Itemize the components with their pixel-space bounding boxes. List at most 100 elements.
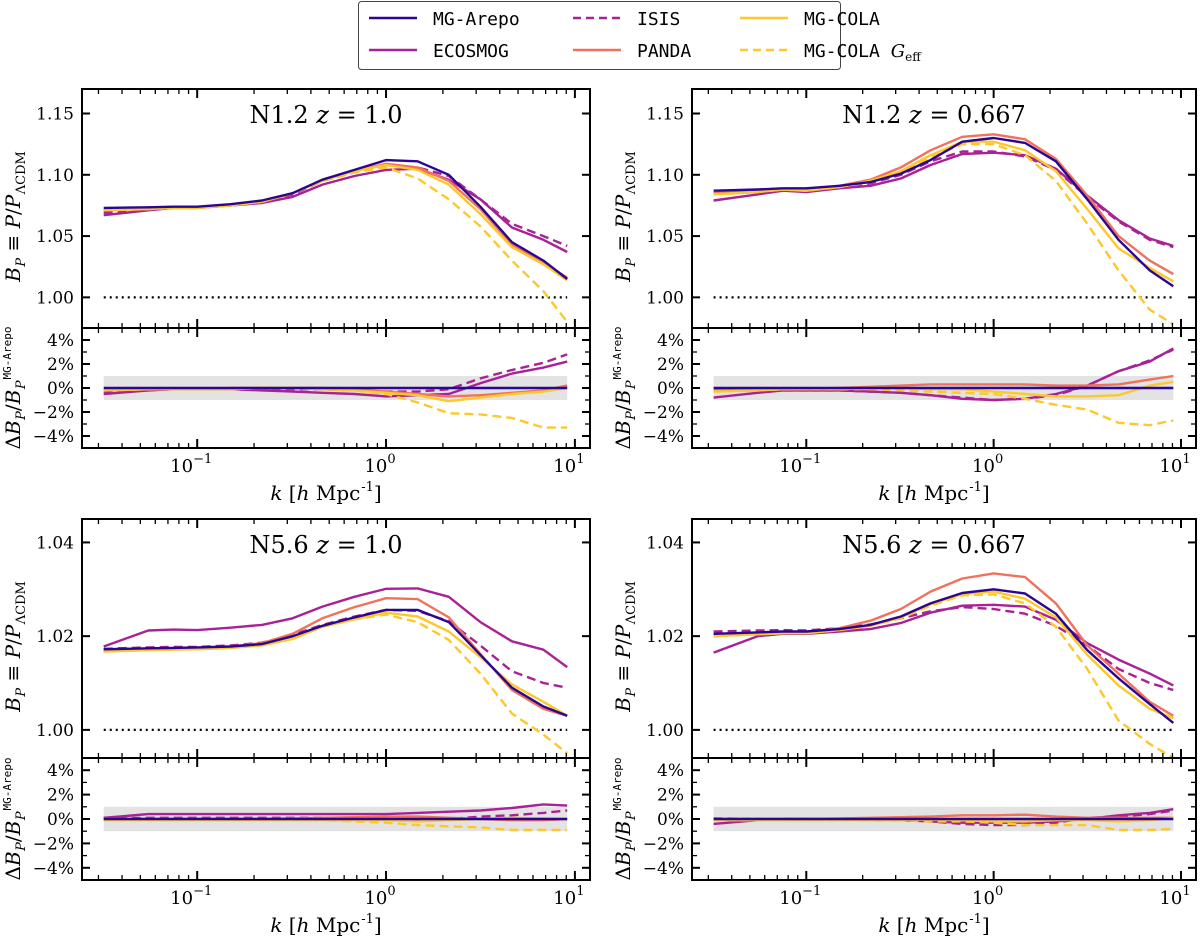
y-tick-label: 1.00 [36,288,74,308]
y-tick-label: 1.15 [646,105,684,125]
panel-frame [81,518,591,881]
label-markup: _ [630,194,631,195]
r-label-sub: P [14,411,29,421]
r-label-sub: P [624,411,639,421]
x-tick-label: 10−1 [170,452,212,477]
y-tick-label: 1.00 [646,288,684,308]
y-label-sub: P [624,688,639,698]
series-line-mg-arepo [713,136,1174,288]
main-series [103,158,569,323]
x-label-close: ] [374,481,382,505]
panel-title: N1.2 z = 1.0 [250,101,403,129]
y-axis-label: B_P ≡ P/P_ΛCDM [1,151,29,283]
x-label-unit: Mpc [310,481,361,505]
series-line-panda [103,597,568,717]
tick-exponent: −1 [802,452,821,467]
legend-label: MG-COLA Geff [804,41,922,64]
series-line-mg-cola-g-eff [103,166,569,323]
x-label-exp: -1 [361,480,374,495]
ratio-tick-label: 2% [657,355,684,375]
x-label-bracket: [ [890,481,904,505]
y-tick-label: 1.10 [646,166,684,186]
y-label-p: P [611,214,635,229]
series-line-ecosmog [713,603,1174,687]
series-line-mg-arepo [103,608,568,717]
series-line-mg-cola-g-eff [103,613,568,755]
x-tick-label: 101 [553,884,584,909]
x-label-unit: Mpc [918,481,969,505]
ratio-tick-label: −4% [643,427,684,447]
x-axis-label: k [h Mpc^-1] [270,912,381,937]
tick-exponent: −1 [193,884,212,899]
label-markup: _ [20,194,21,195]
ratio-line-mg-cola-g-eff [103,819,568,832]
ratio-tick-label: 4% [47,761,74,781]
panel-title: N5.6 z = 1.0 [250,531,403,559]
ratio-tick-label: −2% [33,834,74,854]
r-label-delta: Δ [1,866,25,880]
x-tick-label: 101 [553,452,584,477]
y-label-slash: / [1,208,25,215]
x-label-bracket: [ [282,913,296,937]
series-line-isis [713,150,1174,249]
y-label-p: P [611,644,635,659]
tick-base: 10 [553,888,576,909]
tick-exponent: 1 [576,884,584,899]
y-label-sub: P [624,258,639,268]
tick-exponent: 0 [995,884,1003,899]
y-label-eq: ≡ [1,658,25,687]
r-label-slash: / [1,835,25,842]
ratio-axis-label: ΔB_P/B_P^MG-Arepo [1,327,29,450]
ratio-line-ecosmog [103,803,568,819]
tick-base: 10 [364,456,387,477]
panel-frame [691,518,1197,881]
r-label-sup: MG-Arepo [611,327,624,380]
x-label-k: k [878,913,890,937]
y-tick-label: 1.05 [36,227,74,247]
tick-exponent: 0 [995,452,1003,467]
legend-label: MG-COLA [804,9,880,30]
y-label-b: B [611,697,635,713]
panel-model: N5.6 [842,531,909,559]
y-label-eq: ≡ [611,658,635,687]
panel-model: N1.2 [250,101,317,129]
ratio-tick-label: 0% [47,810,74,830]
y-label-slash: / [1,638,25,645]
main-series [103,587,568,755]
panel-z-symbol: z [315,101,329,129]
ratio-tick-label: 0% [657,810,684,830]
panel-z-value: = 0.667 [922,101,1026,129]
ratio-series [103,353,568,429]
x-label-exp: -1 [361,912,374,927]
y-label-p: P [1,644,25,659]
y-label-b: B [611,267,635,283]
r-label-b: B [1,851,25,867]
y-axis-label: B_P ≡ P/P_ΛCDM [1,581,29,713]
r-label-b: B [611,851,635,867]
series-line-mg-cola [713,140,1174,283]
label-markup: ^ [968,930,969,933]
ratio-tick-label: −2% [643,834,684,854]
y-label-sub: P [14,258,29,268]
y-label-lcdm: ΛCDM [624,151,639,195]
tick-exponent: 0 [387,452,395,467]
y-tick-label: 1.15 [36,105,74,125]
ratio-line-isis [103,809,568,822]
y-axis-label: B_P ≡ P/P_ΛCDM [611,581,639,713]
label-markup: _ [630,266,631,267]
x-label-close: ] [982,481,990,505]
tick-base: 10 [779,888,802,909]
label-markup: ^ [633,379,636,380]
y-label-p2: P [611,624,635,639]
y-label-p2: P [1,624,25,639]
tick-exponent: 1 [576,452,584,467]
y-tick-label: 1.00 [646,721,684,741]
panel-title: N5.6 z = 0.667 [842,531,1026,559]
ratio-line-mg-cola-g-eff [103,386,568,429]
y-tick-label: 1.00 [36,721,74,741]
tick-base: 10 [1159,456,1182,477]
